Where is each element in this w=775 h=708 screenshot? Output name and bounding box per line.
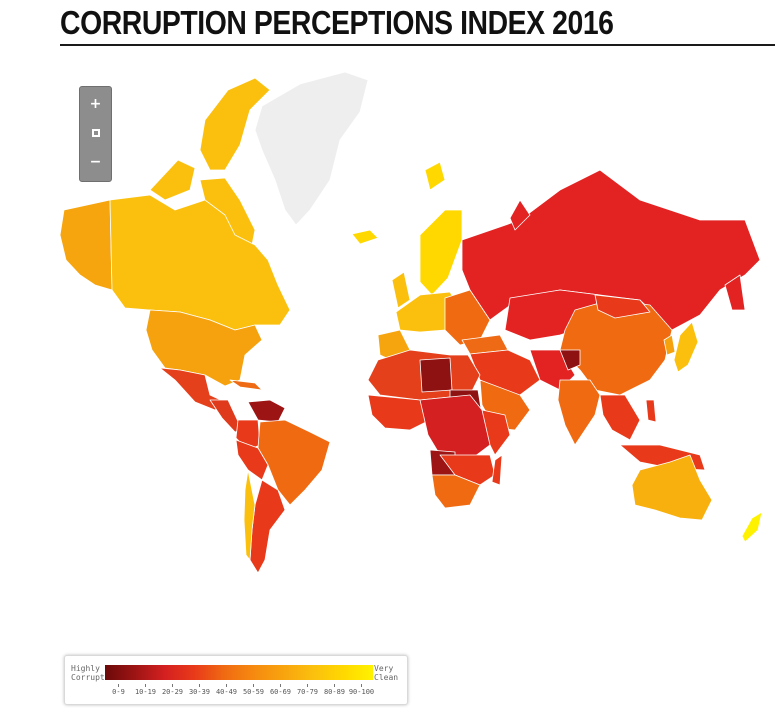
legend-label-line: Very — [374, 664, 394, 673]
country-afghanistan[interactable] — [559, 349, 581, 371]
country-southern-africa[interactable] — [439, 454, 496, 486]
legend-range: 80-89 — [321, 684, 348, 696]
country-philippines[interactable] — [645, 399, 657, 423]
country-madagascar[interactable] — [491, 454, 503, 486]
country-canada-arctic[interactable] — [199, 77, 271, 171]
country-japan[interactable] — [673, 321, 699, 373]
country-chile[interactable] — [243, 469, 256, 561]
country-usa[interactable] — [145, 309, 263, 387]
legend-color-scale — [105, 665, 373, 680]
country-new-zealand[interactable] — [741, 511, 763, 543]
legend-label-line: Corrupt — [71, 673, 105, 682]
country-korea[interactable] — [663, 334, 676, 356]
zoom-out-button[interactable]: − — [89, 154, 102, 170]
country-india[interactable] — [557, 379, 601, 446]
country-east-africa[interactable] — [481, 409, 511, 456]
legend-label-corrupt: Highly Corrupt — [71, 664, 111, 682]
legend-label-clean: Very Clean — [374, 664, 404, 682]
country-southeast-asia[interactable] — [599, 394, 641, 441]
country-canada-arctic-2[interactable] — [149, 159, 196, 201]
legend-label-line: Highly — [71, 664, 100, 673]
legend-range: 70-79 — [294, 684, 321, 696]
reset-view-button[interactable] — [80, 120, 111, 146]
legend-range: 50-59 — [240, 684, 267, 696]
legend-range: 30-39 — [186, 684, 213, 696]
country-alaska[interactable] — [59, 199, 113, 291]
legend-ticks: 0-9 10-19 20-29 30-39 40-49 50-59 60-69 … — [105, 684, 375, 698]
country-novaya-zemlya[interactable] — [509, 199, 531, 231]
country-scandinavia[interactable] — [419, 209, 463, 296]
zoom-in-button[interactable]: + — [89, 96, 102, 112]
title-divider — [60, 44, 775, 46]
country-cuba[interactable] — [229, 379, 263, 391]
country-venezuela[interactable] — [247, 399, 286, 423]
map-legend: Highly Corrupt Very Clean 0-9 10-19 20-2… — [64, 655, 408, 705]
legend-range: 40-49 — [213, 684, 240, 696]
country-libya[interactable] — [419, 357, 453, 393]
legend-range: 20-29 — [159, 684, 186, 696]
legend-range: 0-9 — [105, 684, 132, 696]
country-mongolia[interactable] — [594, 294, 651, 319]
country-russia[interactable] — [461, 169, 761, 331]
legend-label-line: Clean — [374, 673, 399, 682]
reset-icon — [91, 129, 100, 137]
world-map[interactable] — [0, 50, 775, 610]
country-greenland[interactable] — [254, 71, 369, 226]
country-iceland[interactable] — [351, 229, 379, 245]
country-argentina[interactable] — [249, 479, 286, 574]
country-kamchatka[interactable] — [724, 274, 746, 311]
country-central-africa[interactable] — [419, 394, 491, 461]
country-canada[interactable] — [109, 194, 291, 331]
country-uk[interactable] — [391, 271, 411, 309]
zoom-control: + − — [79, 86, 112, 182]
legend-range: 90-100 — [348, 684, 375, 696]
legend-range: 10-19 — [132, 684, 159, 696]
country-svalbard[interactable] — [424, 161, 446, 191]
country-australia[interactable] — [631, 454, 713, 521]
country-south-africa[interactable] — [431, 474, 481, 509]
page-title: CORRUPTION PERCEPTIONS INDEX 2016 — [60, 4, 614, 41]
legend-range: 60-69 — [267, 684, 294, 696]
